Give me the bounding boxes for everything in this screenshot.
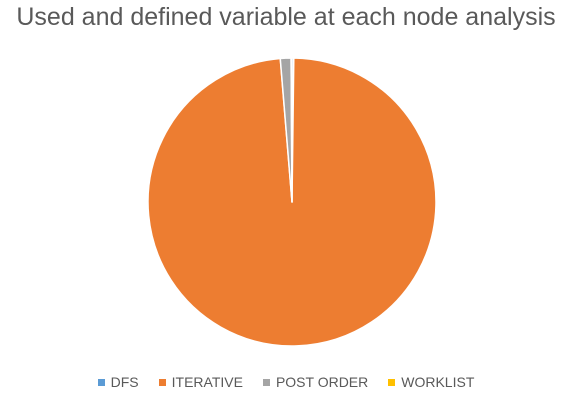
- legend-label: ITERATIVE: [171, 374, 243, 390]
- legend-label: DFS: [110, 374, 139, 390]
- legend-swatch: [158, 378, 166, 386]
- pie-slice-iterative: [147, 57, 437, 347]
- pie-slice-worklist: [290, 57, 293, 203]
- legend-item-iterative: ITERATIVE: [158, 374, 243, 390]
- legend-swatch: [97, 378, 105, 386]
- legend-swatch: [262, 378, 270, 386]
- legend-item-dfs: DFS: [97, 374, 139, 390]
- chart-title: Used and defined variable at each node a…: [16, 3, 556, 31]
- legend-label: WORKLIST: [401, 374, 475, 390]
- chart-legend: DFS ITERATIVE POST ORDER WORKLIST: [0, 374, 572, 390]
- legend-swatch: [388, 378, 396, 386]
- legend-item-worklist: WORKLIST: [388, 374, 474, 390]
- legend-item-post-order: POST ORDER: [262, 374, 369, 390]
- legend-label: POST ORDER: [275, 374, 369, 390]
